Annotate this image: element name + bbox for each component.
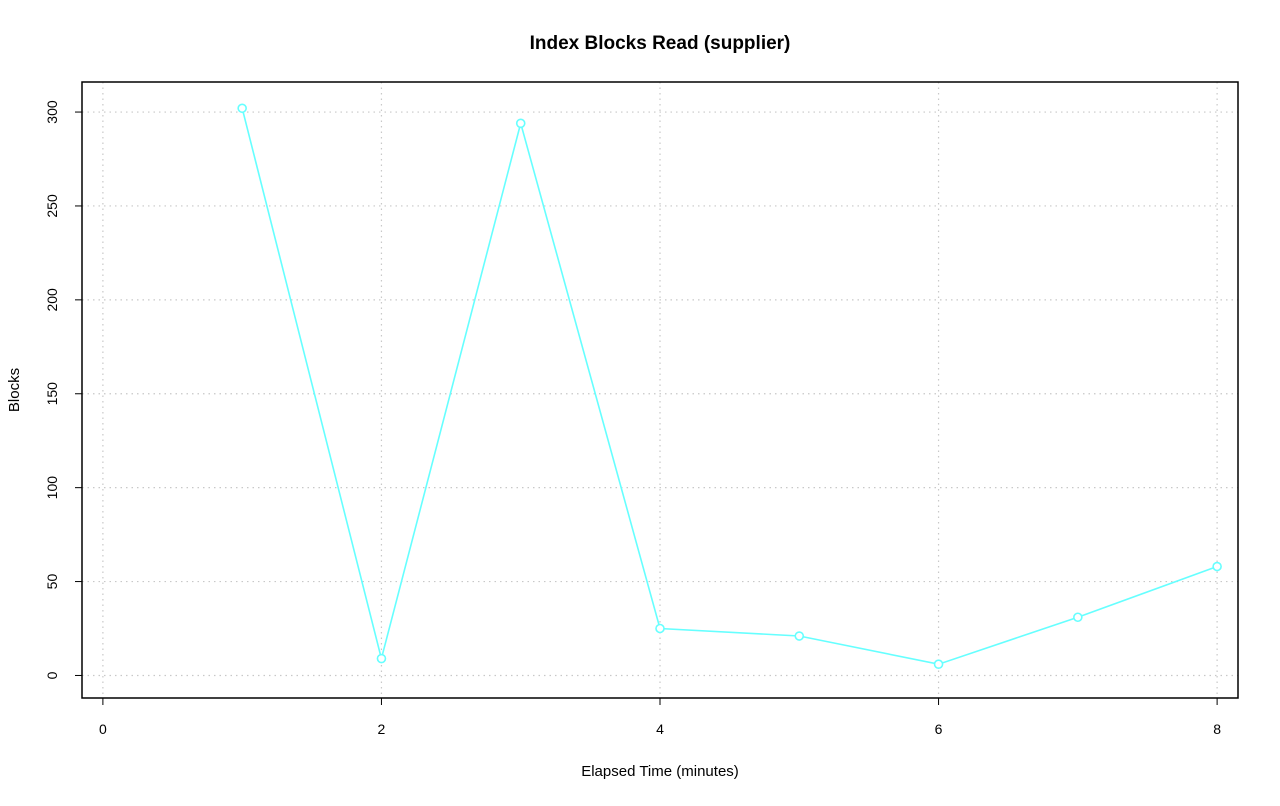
x-tick-label: 0 [99,721,107,737]
y-tick-label: 200 [44,288,60,312]
y-axis-label: Blocks [6,368,23,412]
data-point [376,653,387,664]
x-axis-label: Elapsed Time (minutes) [581,763,739,780]
x-tick-label: 6 [935,721,943,737]
y-axis: 0 50 100 150 200 250 300 [44,100,83,679]
y-tick-label: 100 [44,476,60,500]
y-tick-label: 50 [44,574,60,590]
series-line [241,108,1218,666]
y-tick-label: 150 [44,382,60,406]
data-point [237,103,247,114]
y-tick-label: 0 [44,671,60,679]
data-point [933,659,944,669]
grid-layer [82,82,1238,698]
data-point [655,623,665,634]
x-axis: 0 2 4 6 8 [99,697,1221,737]
data-point [515,118,526,129]
chart-title: Index Blocks Read (supplier) [530,33,791,54]
x-tick-label: 2 [378,721,386,737]
data-point [794,631,805,641]
y-tick-label: 300 [44,100,60,124]
series-layer [237,103,1222,669]
x-tick-label: 8 [1213,721,1221,737]
x-tick-label: 4 [656,721,664,737]
y-tick-label: 250 [44,194,60,218]
data-point [1073,612,1083,623]
data-point [1212,561,1222,572]
